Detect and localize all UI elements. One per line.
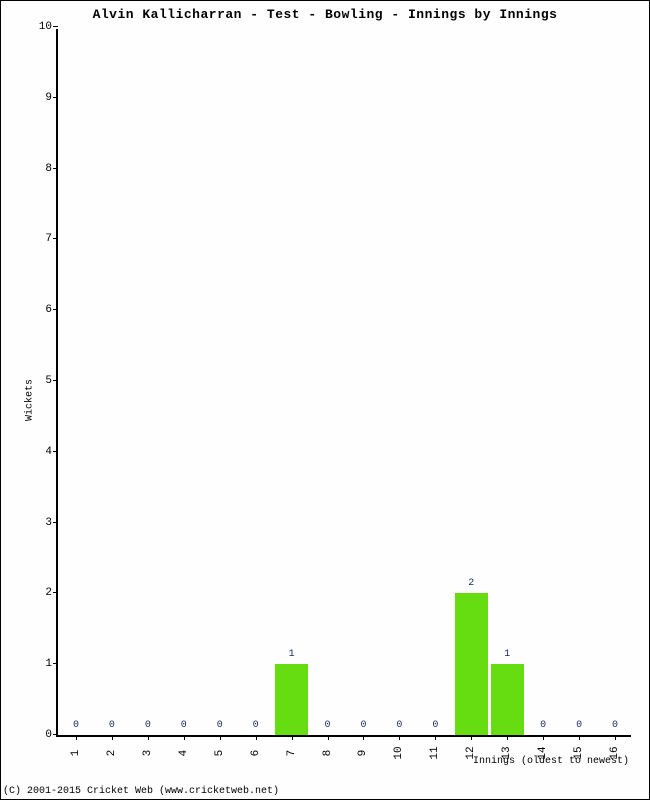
y-tick-mark: [53, 97, 58, 98]
bar: [491, 664, 524, 735]
y-tick-mark: [53, 451, 58, 452]
bar: [275, 664, 308, 735]
plot-area: 0123456789101020304050607180901001101221…: [56, 29, 631, 737]
x-tick-mark: [256, 735, 257, 740]
y-tick-label: 4: [30, 446, 52, 458]
x-tick-label: 6: [250, 743, 262, 763]
y-tick-mark: [53, 168, 58, 169]
bar-value-label: 0: [181, 720, 187, 731]
bar-value-label: 1: [289, 649, 295, 660]
y-tick-label: 2: [30, 587, 52, 599]
bar-value-label: 2: [468, 578, 474, 589]
y-tick-mark: [53, 734, 58, 735]
x-tick-mark: [76, 735, 77, 740]
bar-value-label: 0: [396, 720, 402, 731]
y-tick-mark: [53, 592, 58, 593]
x-tick-mark: [399, 735, 400, 740]
x-tick-mark: [435, 735, 436, 740]
x-tick-label: 2: [106, 743, 118, 763]
x-tick-mark: [543, 735, 544, 740]
x-tick-label: 11: [429, 743, 441, 763]
y-tick-label: 1: [30, 658, 52, 670]
x-tick-mark: [148, 735, 149, 740]
x-tick-mark: [112, 735, 113, 740]
y-tick-mark: [53, 238, 58, 239]
bar-value-label: 0: [253, 720, 259, 731]
bar-value-label: 1: [504, 649, 510, 660]
x-tick-mark: [507, 735, 508, 740]
bar: [455, 593, 488, 735]
bar-value-label: 0: [432, 720, 438, 731]
x-tick-label: 5: [214, 743, 226, 763]
chart-title: Alvin Kallicharran - Test - Bowling - In…: [1, 1, 649, 22]
y-tick-mark: [53, 522, 58, 523]
y-tick-mark: [53, 309, 58, 310]
bar-value-label: 0: [145, 720, 151, 731]
y-tick-label: 0: [30, 729, 52, 741]
y-tick-label: 5: [30, 375, 52, 387]
bar-value-label: 0: [217, 720, 223, 731]
x-tick-mark: [184, 735, 185, 740]
bar-value-label: 0: [73, 720, 79, 731]
x-tick-mark: [615, 735, 616, 740]
bar-value-label: 0: [109, 720, 115, 731]
x-tick-label: 3: [142, 743, 154, 763]
chart-container: Alvin Kallicharran - Test - Bowling - In…: [0, 0, 650, 800]
y-tick-label: 7: [30, 233, 52, 245]
copyright-text: (C) 2001-2015 Cricket Web (www.cricketwe…: [3, 786, 279, 797]
x-tick-mark: [363, 735, 364, 740]
y-tick-label: 9: [30, 92, 52, 104]
y-tick-label: 3: [30, 517, 52, 529]
x-tick-mark: [579, 735, 580, 740]
x-tick-label: 1: [70, 743, 82, 763]
x-tick-mark: [328, 735, 329, 740]
bar-value-label: 0: [612, 720, 618, 731]
bar-value-label: 0: [360, 720, 366, 731]
y-tick-mark: [53, 663, 58, 664]
x-tick-mark: [220, 735, 221, 740]
y-tick-mark: [53, 380, 58, 381]
x-axis-label: Innings (oldest to newest): [473, 756, 629, 767]
y-tick-label: 6: [30, 304, 52, 316]
y-tick-mark: [53, 26, 58, 27]
x-tick-label: 9: [357, 743, 369, 763]
x-tick-label: 10: [393, 743, 405, 763]
x-tick-label: 8: [322, 743, 334, 763]
y-tick-label: 10: [30, 21, 52, 33]
x-tick-label: 4: [178, 743, 190, 763]
y-tick-label: 8: [30, 163, 52, 175]
x-tick-mark: [471, 735, 472, 740]
x-tick-label: 7: [286, 743, 298, 763]
bar-value-label: 0: [576, 720, 582, 731]
bar-value-label: 0: [325, 720, 331, 731]
bar-value-label: 0: [540, 720, 546, 731]
x-tick-mark: [292, 735, 293, 740]
